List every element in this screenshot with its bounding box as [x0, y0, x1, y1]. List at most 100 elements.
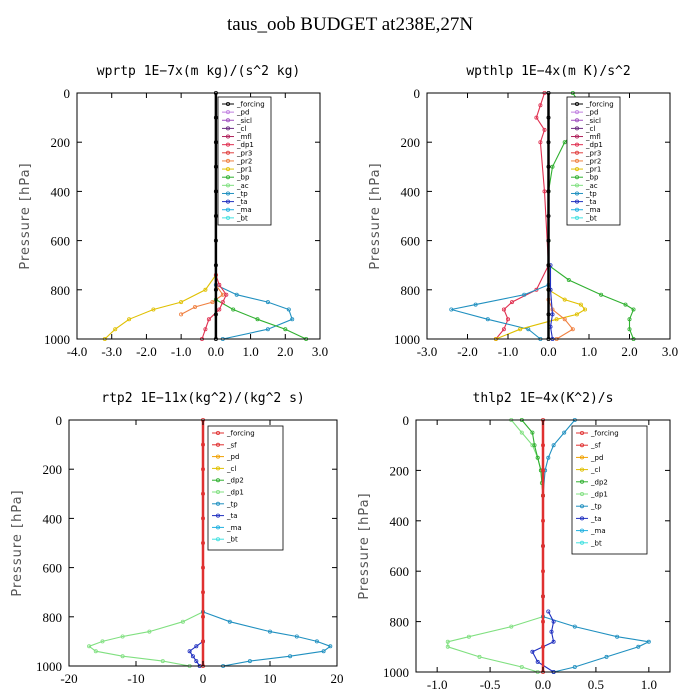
series-point — [247, 659, 252, 664]
series-point — [522, 292, 527, 297]
legend-entry: _bp — [585, 174, 599, 182]
chart-panel-3: rtp2 1E−11x(kg^2)/(kg^2 s) Pressure [hPa]… — [10, 391, 344, 686]
legend-entry: _cl — [585, 125, 595, 133]
legend-entry: _sicl — [236, 117, 252, 125]
series-point — [200, 565, 205, 570]
series-point — [147, 629, 152, 634]
series-point — [213, 238, 218, 243]
figure-title: taus_oob BUDGET at238E,27N — [226, 14, 474, 35]
legend-entry: _pd — [585, 109, 598, 117]
series-line-5 — [547, 299, 574, 340]
y-tick-label: 200 — [43, 462, 63, 477]
series-point — [509, 624, 514, 629]
panel-title: rtp2 1E−11x(kg^2)/(kg^2 s) — [101, 391, 305, 406]
y-tick-label: 400 — [43, 511, 63, 526]
legend-marker — [215, 466, 220, 471]
series-point — [210, 300, 215, 305]
series-point — [562, 317, 567, 322]
series-point — [532, 443, 537, 448]
x-tick-label: -1.0 — [427, 677, 448, 692]
x-tick-label: 1.0 — [641, 677, 657, 692]
series-point — [572, 624, 577, 629]
legend-marker — [580, 516, 585, 521]
legend-marker — [225, 118, 230, 123]
series-point — [180, 619, 185, 624]
legend-marker — [580, 504, 585, 509]
x-tick-label: -2.0 — [457, 344, 478, 359]
series-point — [151, 307, 156, 312]
legend-marker — [215, 489, 220, 494]
legend-marker — [225, 134, 230, 139]
series-point — [213, 140, 218, 145]
series-point — [546, 164, 551, 169]
x-tick-label: 10 — [264, 671, 277, 686]
x-tick-label: -2.0 — [136, 344, 157, 359]
series-point — [505, 317, 510, 322]
legend-marker — [225, 150, 230, 155]
y-tick-label: 600 — [390, 564, 410, 579]
legend-entry: _forcing — [590, 430, 619, 438]
series-point — [200, 590, 205, 595]
legend-marker — [225, 207, 230, 212]
series-point — [265, 327, 270, 332]
y-tick-label: 1000 — [36, 659, 62, 674]
series-line-2 — [202, 611, 332, 667]
legend-marker — [215, 525, 220, 530]
series-point — [623, 302, 628, 307]
series-point — [179, 312, 184, 317]
legend-entry: _ma — [590, 527, 606, 535]
legend-entry: _cl — [236, 125, 246, 133]
series-point — [445, 644, 450, 649]
series-line-2 — [495, 92, 550, 340]
y-tick-label: 0 — [64, 86, 71, 101]
legend-marker — [580, 430, 585, 435]
x-tick-label: 3.0 — [312, 344, 328, 359]
y-axis-label: Pressure [hPa] — [368, 162, 383, 269]
legend-marker — [575, 207, 580, 212]
legend-marker — [575, 126, 580, 131]
legend-entry: _bp — [236, 174, 250, 182]
series-point — [546, 189, 551, 194]
series-point — [526, 327, 531, 332]
legend-entry: _pr2 — [585, 157, 601, 165]
series-point — [224, 292, 229, 297]
series-point — [213, 213, 218, 218]
series-point — [627, 317, 632, 322]
x-tick-label: -1.0 — [171, 344, 192, 359]
series-line-1 — [447, 419, 544, 673]
legend-marker — [580, 528, 585, 533]
series-point — [234, 292, 239, 297]
series-point — [538, 140, 543, 145]
series-point — [550, 312, 555, 317]
series-point — [530, 430, 535, 435]
series-point — [200, 442, 205, 447]
series-point — [551, 639, 556, 644]
series-point — [562, 140, 567, 145]
y-tick-label: 0 — [414, 86, 421, 101]
series-point — [220, 300, 225, 305]
series-point — [286, 307, 291, 312]
series-point — [546, 263, 551, 268]
legend-entry: _ma — [236, 206, 252, 214]
series-point — [631, 307, 636, 312]
legend-marker — [225, 183, 230, 188]
legend-entry: _ac — [236, 182, 249, 190]
x-tick-label: 3.0 — [662, 344, 678, 359]
series-point — [227, 619, 232, 624]
series-line-3 — [215, 284, 293, 340]
legend-marker — [575, 215, 580, 220]
legend-entry: _forcing — [226, 430, 255, 438]
y-tick-label: 200 — [390, 463, 410, 478]
x-tick-label: 2.0 — [621, 344, 637, 359]
series-point — [519, 665, 524, 670]
series-point — [615, 634, 620, 639]
legend-marker — [215, 478, 220, 483]
legend-entry: _bt — [590, 539, 602, 547]
series-point — [574, 312, 579, 317]
series-point — [267, 629, 272, 634]
series-point — [570, 327, 575, 332]
y-tick-label: 400 — [390, 514, 410, 529]
legend-entry: _mfl — [585, 133, 601, 141]
y-tick-label: 0 — [56, 413, 63, 428]
